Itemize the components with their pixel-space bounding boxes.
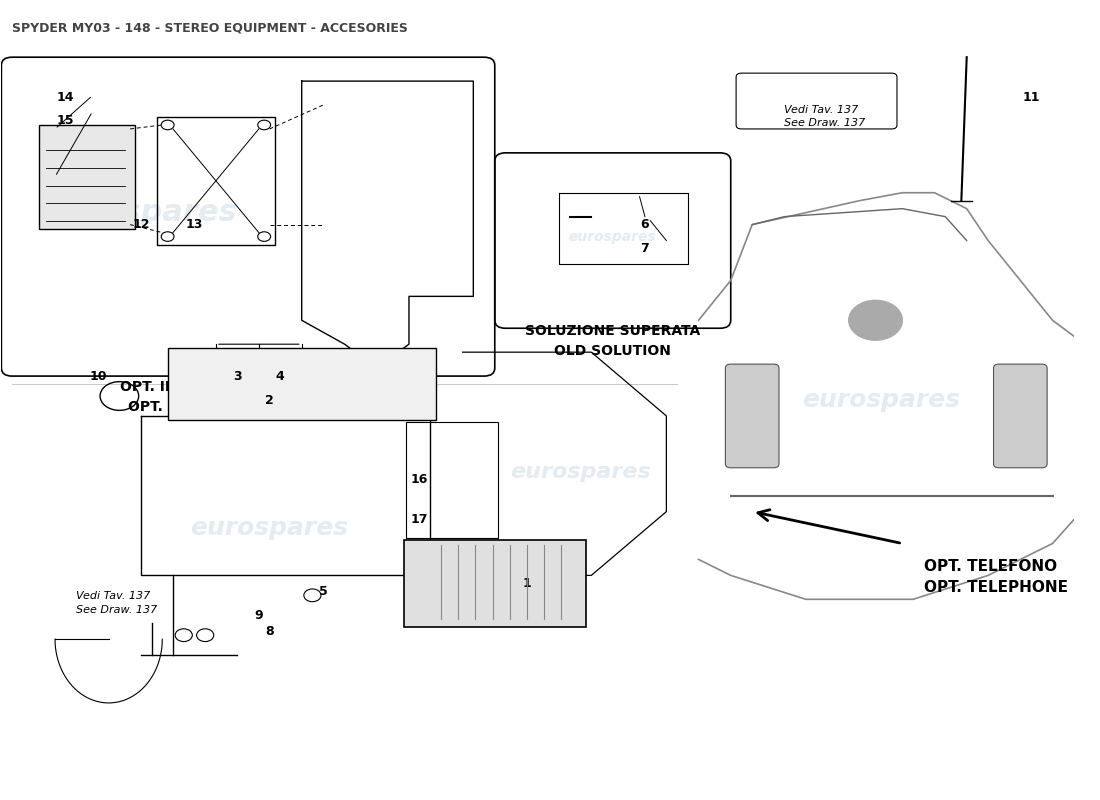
- Text: 3: 3: [233, 370, 242, 382]
- Text: OPT. TELEFONO
OPT. TELEPHONE: OPT. TELEFONO OPT. TELEPHONE: [924, 559, 1068, 595]
- Text: SOLUZIONE SUPERATA
OLD SOLUTION: SOLUZIONE SUPERATA OLD SOLUTION: [525, 324, 701, 358]
- Text: 7: 7: [640, 242, 649, 255]
- FancyBboxPatch shape: [167, 348, 436, 420]
- Text: 10: 10: [89, 370, 107, 382]
- FancyBboxPatch shape: [725, 364, 779, 468]
- Text: 6: 6: [640, 218, 649, 231]
- FancyBboxPatch shape: [404, 539, 586, 627]
- Text: Vedi Tav. 137
See Draw. 137: Vedi Tav. 137 See Draw. 137: [77, 591, 157, 615]
- Text: Vedi Tav. 137
See Draw. 137: Vedi Tav. 137 See Draw. 137: [784, 105, 866, 128]
- Text: OPT. IMPIANTO HI FI
OPT. HI FI SYSTEM: OPT. IMPIANTO HI FI OPT. HI FI SYSTEM: [120, 380, 279, 414]
- Text: 14: 14: [57, 90, 75, 103]
- Text: 5: 5: [319, 585, 328, 598]
- Text: 12: 12: [132, 218, 150, 231]
- Text: 13: 13: [186, 218, 204, 231]
- Text: 16: 16: [411, 474, 428, 486]
- Text: eurospares: eurospares: [802, 388, 960, 412]
- Text: eurospares: eurospares: [510, 462, 651, 482]
- Text: SPYDER MY03 - 148 - STEREO EQUIPMENT - ACCESORIES: SPYDER MY03 - 148 - STEREO EQUIPMENT - A…: [12, 22, 408, 34]
- Text: eurospares: eurospares: [569, 230, 657, 243]
- FancyBboxPatch shape: [993, 364, 1047, 468]
- Circle shape: [849, 300, 902, 340]
- Text: 15: 15: [57, 114, 75, 127]
- Text: 17: 17: [411, 513, 428, 526]
- Text: eurospares: eurospares: [190, 515, 349, 539]
- Text: 1: 1: [522, 577, 531, 590]
- Text: eurospares: eurospares: [44, 198, 238, 227]
- FancyBboxPatch shape: [736, 73, 896, 129]
- Text: 2: 2: [265, 394, 274, 406]
- Text: 11: 11: [1022, 90, 1040, 103]
- Text: 4: 4: [276, 370, 285, 382]
- Text: 9: 9: [254, 609, 263, 622]
- FancyBboxPatch shape: [39, 125, 135, 229]
- Text: 8: 8: [265, 625, 274, 638]
